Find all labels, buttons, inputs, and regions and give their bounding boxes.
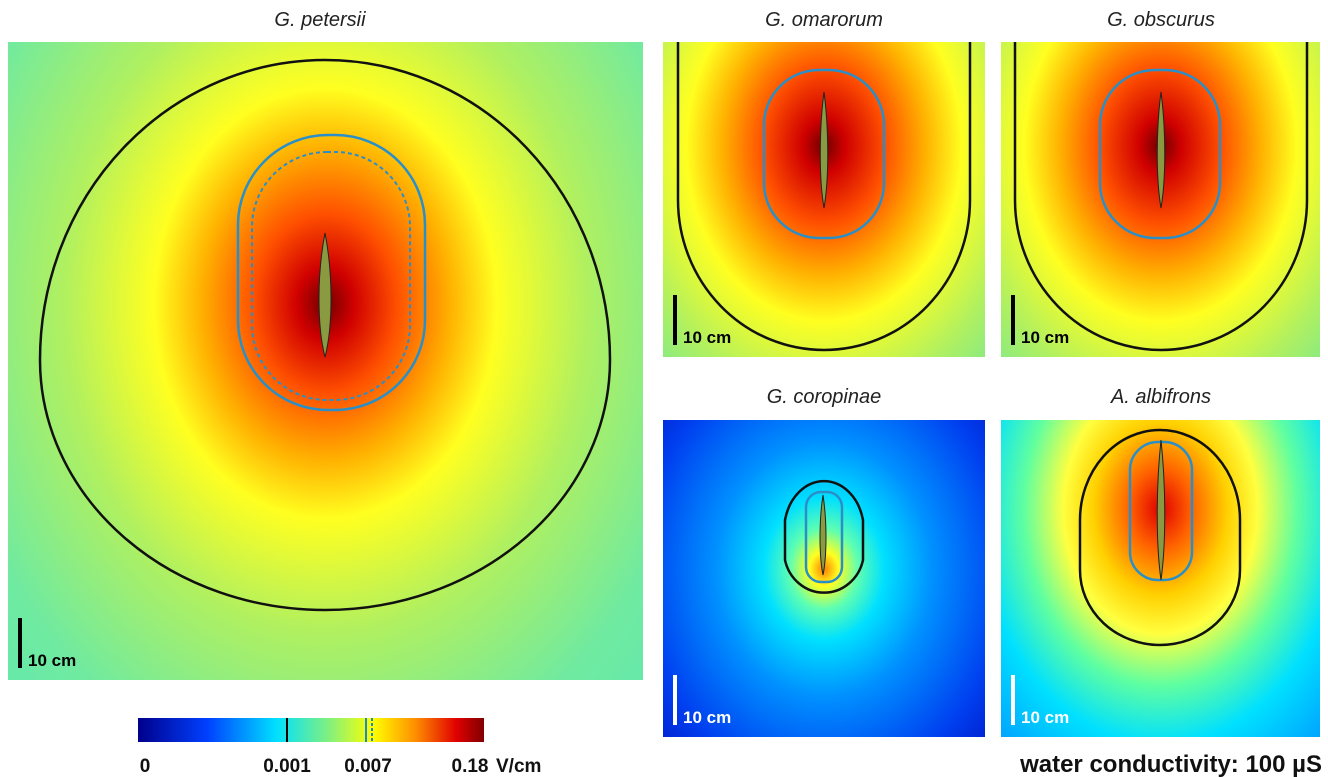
note: water conductivity: 100 µS <box>1019 751 1322 777</box>
panel-title: G. coropinae <box>767 386 882 408</box>
colorbar-label: 0.18 <box>452 756 489 777</box>
colorbar-unit: V/cm <box>496 756 541 777</box>
contours <box>38 58 612 612</box>
scale-label: 10 cm <box>28 651 76 670</box>
threshold-contour <box>783 479 865 594</box>
panel-title: G. obscurus <box>1107 9 1215 31</box>
colorbar-label: 0 <box>140 756 151 777</box>
threshold-contour <box>38 58 612 612</box>
threshold-contour <box>676 42 972 352</box>
scale-label: 10 cm <box>683 708 731 727</box>
threshold-contour <box>762 68 886 240</box>
panel-title: G. omarorum <box>765 9 883 31</box>
fish <box>819 494 827 576</box>
threshold-contour <box>236 133 427 412</box>
contours <box>783 479 865 594</box>
colorbar: 0 0.001 0.007 0.18 V/cm <box>138 718 541 777</box>
field-map <box>8 42 643 680</box>
contours <box>1078 428 1242 647</box>
contours <box>676 42 972 352</box>
panel: A. albifrons 10 cm <box>1001 386 1320 737</box>
panel: G. coropinae 10 cm <box>663 386 985 737</box>
threshold-contour <box>804 490 844 584</box>
fish <box>318 232 332 358</box>
threshold-contour <box>1013 42 1309 352</box>
scale-label: 10 cm <box>1021 328 1069 347</box>
colorbar-label: 0.001 <box>263 756 311 777</box>
colorbar-label: 0.007 <box>344 756 392 777</box>
threshold-contour <box>251 151 411 401</box>
panel-title: A. albifrons <box>1110 386 1211 408</box>
panel: G. petersii 10 cm <box>8 9 643 680</box>
panel: G. obscurus 10 cm <box>1001 9 1320 357</box>
fish <box>819 91 829 209</box>
threshold-contour <box>1098 68 1222 240</box>
panel: G. omarorum 10 cm <box>663 9 985 357</box>
fish <box>1156 91 1166 209</box>
field-map <box>663 420 985 737</box>
fish <box>1156 439 1166 581</box>
threshold-contour <box>1078 428 1242 647</box>
scale-label: 10 cm <box>683 328 731 347</box>
contours <box>1013 42 1309 352</box>
panel-title: G. petersii <box>274 9 366 31</box>
scale-label: 10 cm <box>1021 708 1069 727</box>
